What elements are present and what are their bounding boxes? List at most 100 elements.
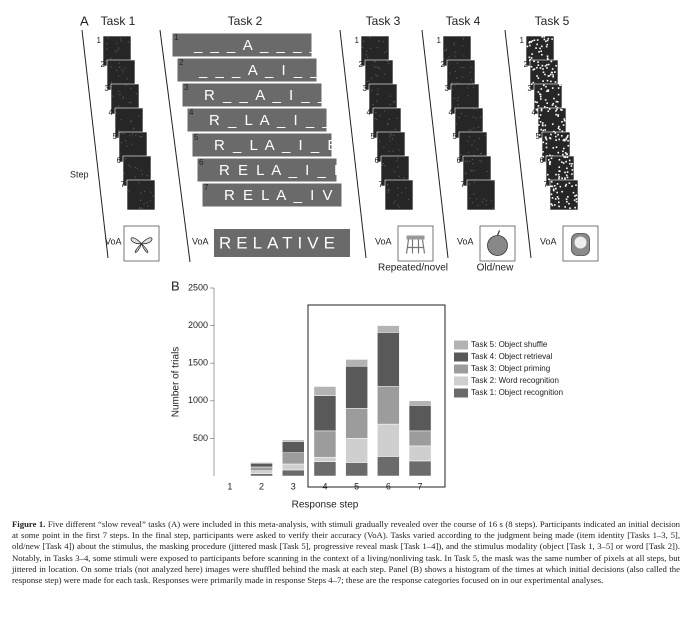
mask-noise (115, 42, 118, 44)
mask-noise (369, 36, 371, 38)
mask-noise (535, 47, 537, 49)
mask-noise (105, 60, 107, 62)
mask-noise (555, 110, 557, 112)
mask-noise (472, 163, 474, 165)
mask-noise (465, 172, 467, 175)
mask-noise (564, 206, 566, 208)
mask-noise (129, 166, 132, 168)
mask-noise (571, 169, 574, 171)
mask-noise (565, 174, 568, 177)
mask-noise (551, 87, 554, 89)
mask-noise (564, 151, 567, 154)
step-number: 4 (189, 108, 194, 117)
mask-noise (119, 153, 121, 155)
mask-noise (460, 154, 462, 156)
mask-noise (555, 135, 557, 138)
mask-noise (132, 128, 135, 130)
bar-segment (313, 456, 337, 462)
mask-noise (473, 193, 475, 195)
mask-noise (121, 69, 123, 71)
mask-noise (141, 173, 143, 176)
mask-noise (393, 202, 395, 205)
mask-noise (543, 106, 546, 108)
mask-noise (537, 77, 540, 79)
mask-noise (553, 184, 556, 187)
mask-noise (542, 151, 544, 153)
mask-noise (558, 177, 560, 180)
mask-noise (365, 54, 367, 56)
mask-noise (125, 180, 127, 182)
mask-noise (546, 173, 549, 176)
mask-noise (543, 38, 546, 41)
mask-noise (473, 127, 475, 129)
mask-noise (542, 80, 544, 82)
mask-noise (545, 85, 547, 88)
mask-noise (571, 162, 573, 165)
step-label: Step (70, 169, 89, 179)
step-number: 5 (194, 133, 199, 142)
mask-noise (449, 72, 451, 74)
mask-noise (377, 88, 379, 90)
mask-noise (542, 155, 545, 158)
legend-label: Task 3: Object priming (471, 364, 550, 373)
mask-noise (565, 183, 568, 186)
mask-noise (548, 162, 551, 164)
mask-noise (398, 149, 400, 151)
mask-noise (461, 76, 464, 78)
mask-noise (118, 66, 120, 68)
mask-noise (377, 93, 379, 95)
mask-noise (394, 101, 396, 103)
mask-noise (375, 60, 377, 63)
mask-noise (386, 122, 388, 124)
mask-noise (566, 167, 568, 170)
mask-noise (477, 204, 479, 206)
mask-noise (140, 192, 142, 194)
mask-noise (384, 110, 386, 112)
mask-noise (396, 194, 399, 196)
mask-noise (550, 185, 552, 188)
step-number: 2 (179, 58, 184, 67)
mask-noise (546, 57, 549, 59)
step-number: 6 (457, 156, 462, 165)
mask-noise (530, 83, 533, 85)
mask-noise (473, 140, 475, 142)
mask-noise (530, 41, 532, 43)
mask-noise (552, 102, 555, 105)
mask-noise (558, 170, 561, 173)
mask-noise (551, 68, 554, 70)
mask-noise (547, 58, 549, 61)
mask-noise (389, 134, 391, 136)
panel-label: B (171, 278, 180, 293)
mask-noise (575, 194, 578, 197)
mask-noise (547, 37, 550, 40)
mask-noise (531, 53, 533, 55)
mask-noise (129, 135, 131, 137)
mask-noise (568, 202, 570, 205)
mask-noise (375, 74, 377, 76)
mask-noise (378, 40, 380, 42)
mask-noise (542, 141, 545, 144)
mask-noise (134, 176, 136, 178)
mask-noise (548, 178, 550, 181)
mask-noise (381, 162, 383, 165)
mask-noise (131, 133, 134, 135)
mask-noise (140, 136, 143, 138)
mask-noise (143, 190, 146, 193)
mask-noise (562, 153, 564, 156)
mask-noise (557, 115, 560, 117)
task-title: Task 5 (535, 14, 570, 28)
mask-noise (115, 112, 117, 114)
step-number: 4 (109, 108, 114, 117)
mask-noise (389, 95, 392, 97)
mask-noise (546, 102, 548, 104)
mask-noise (471, 66, 473, 68)
mask-noise (477, 126, 480, 128)
mask-noise (130, 121, 132, 123)
voa-label: VoA (457, 236, 474, 246)
caption: Figure 1. Five different “slow reveal” t… (12, 519, 680, 586)
mask-noise (389, 140, 391, 142)
apple-icon (487, 235, 508, 256)
mask-noise (547, 75, 550, 77)
mask-noise (366, 80, 368, 82)
mask-noise (385, 156, 387, 158)
